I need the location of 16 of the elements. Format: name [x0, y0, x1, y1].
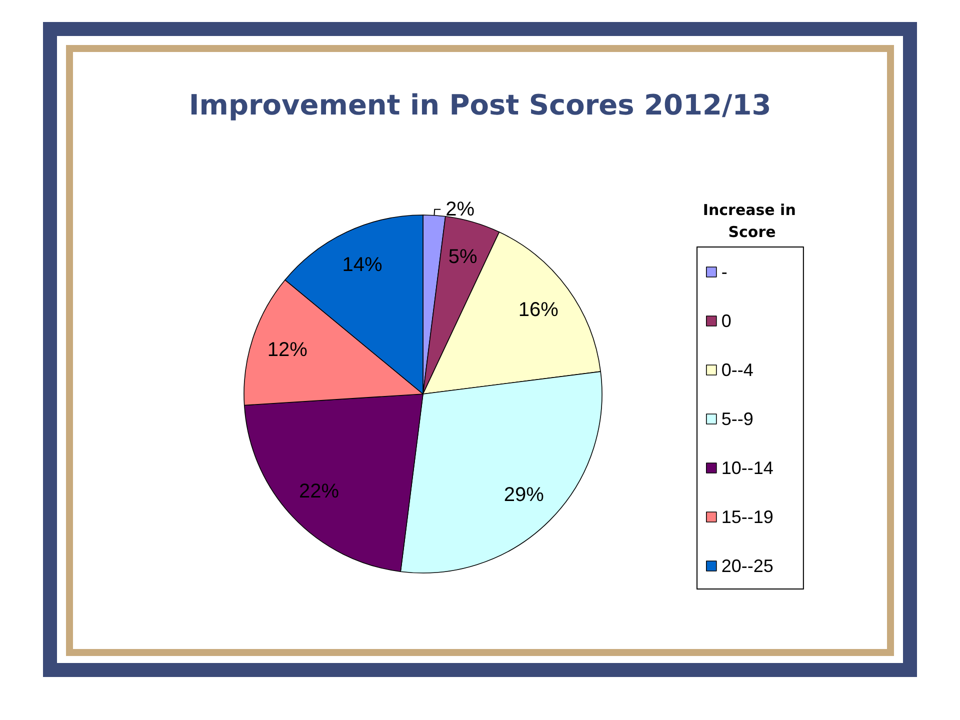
data-label: 12% — [267, 338, 308, 361]
data-label: 29% — [504, 484, 544, 506]
legend-label: - — [721, 262, 728, 282]
legend-title: Increase in Score — [702, 201, 802, 241]
chart-title: Improvement in Post Scores 2012/13 — [188, 88, 772, 122]
data-label: 14% — [342, 254, 383, 276]
legend-label: 15--19 — [721, 507, 774, 527]
legend-label: 0--4 — [721, 360, 754, 380]
legend-label: 5--9 — [721, 409, 754, 429]
legend-label: 10--14 — [721, 458, 774, 478]
legend-label: 0 — [721, 311, 732, 331]
data-label: 16% — [518, 299, 559, 322]
data-label: 22% — [299, 480, 340, 503]
legend-label: 20--25 — [721, 556, 774, 576]
data-label: 5% — [448, 246, 478, 268]
data-label: 2% — [446, 198, 475, 220]
